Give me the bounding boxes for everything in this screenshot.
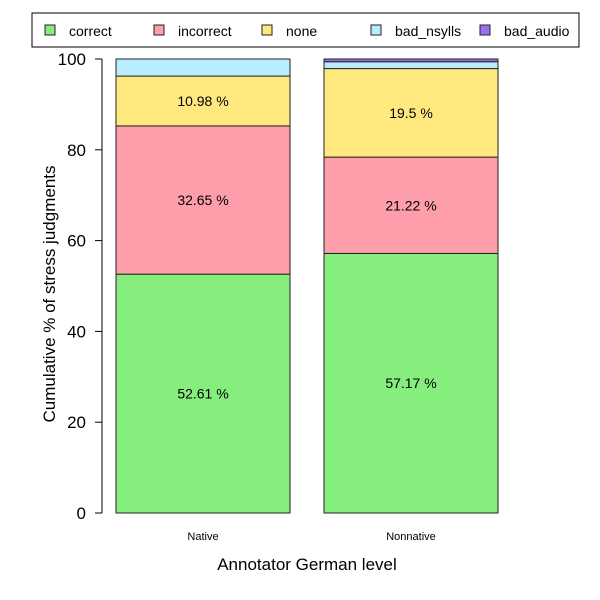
x-axis-label: Annotator German level [217, 555, 397, 574]
legend: correct incorrect none bad_nsylls bad_audio [31, 12, 580, 48]
bar-native-bad-nsylls [115, 58, 291, 77]
bar-native-correct-label: 52.61 % [177, 386, 228, 402]
legend-label-incorrect: incorrect [178, 23, 232, 39]
y-axis: 0 20 40 60 80 100 [58, 50, 103, 523]
bar-nonnative-none [323, 68, 499, 158]
y-tick-label-40: 40 [67, 322, 86, 341]
bar-native-none [115, 75, 291, 127]
bar-nonnative-correct [323, 252, 499, 514]
y-tick-label-100: 100 [58, 50, 86, 69]
y-axis-label: Cumulative % of stress judgments [40, 166, 59, 423]
legend-swatch-correct [44, 24, 56, 36]
y-tick-label-80: 80 [67, 141, 86, 160]
bar-nonnative-incorrect-label: 21.22 % [385, 197, 436, 213]
bar-native-none-label: 10.98 % [177, 93, 228, 109]
bar-nonnative-bad-audio [323, 58, 499, 63]
legend-label-bad-audio: bad_audio [504, 23, 570, 39]
x-tick-label-nonnative: Nonnative [386, 531, 436, 543]
bar-native-correct [115, 273, 291, 514]
y-tick-label-0: 0 [77, 504, 86, 523]
legend-label-correct: correct [69, 23, 112, 39]
legend-swatch-none [261, 24, 273, 36]
bar-native-incorrect-label: 32.65 % [177, 192, 228, 208]
bar-nonnative-incorrect [323, 156, 499, 254]
y-tick-label-60: 60 [67, 232, 86, 251]
legend-label-bad-nsylls: bad_nsylls [395, 23, 461, 39]
x-tick-label-native: Native [187, 531, 218, 543]
bars: 52.61 % 32.65 % 10.98 % 57.17 % 21.22 % 19.5 … [115, 58, 499, 514]
legend-swatch-bad-audio [479, 24, 491, 36]
x-axis: Native Nonnative [187, 531, 435, 543]
bar-nonnative-bad-nsylls [323, 61, 499, 70]
legend-swatch-bad-nsylls [370, 24, 382, 36]
y-tick-label-20: 20 [67, 413, 86, 432]
legend-swatch-incorrect [153, 24, 165, 36]
bar-nonnative-none-label: 19.5 % [389, 105, 433, 121]
legend-label-none: none [286, 23, 317, 39]
bar-nonnative-correct-label: 57.17 % [385, 375, 436, 391]
